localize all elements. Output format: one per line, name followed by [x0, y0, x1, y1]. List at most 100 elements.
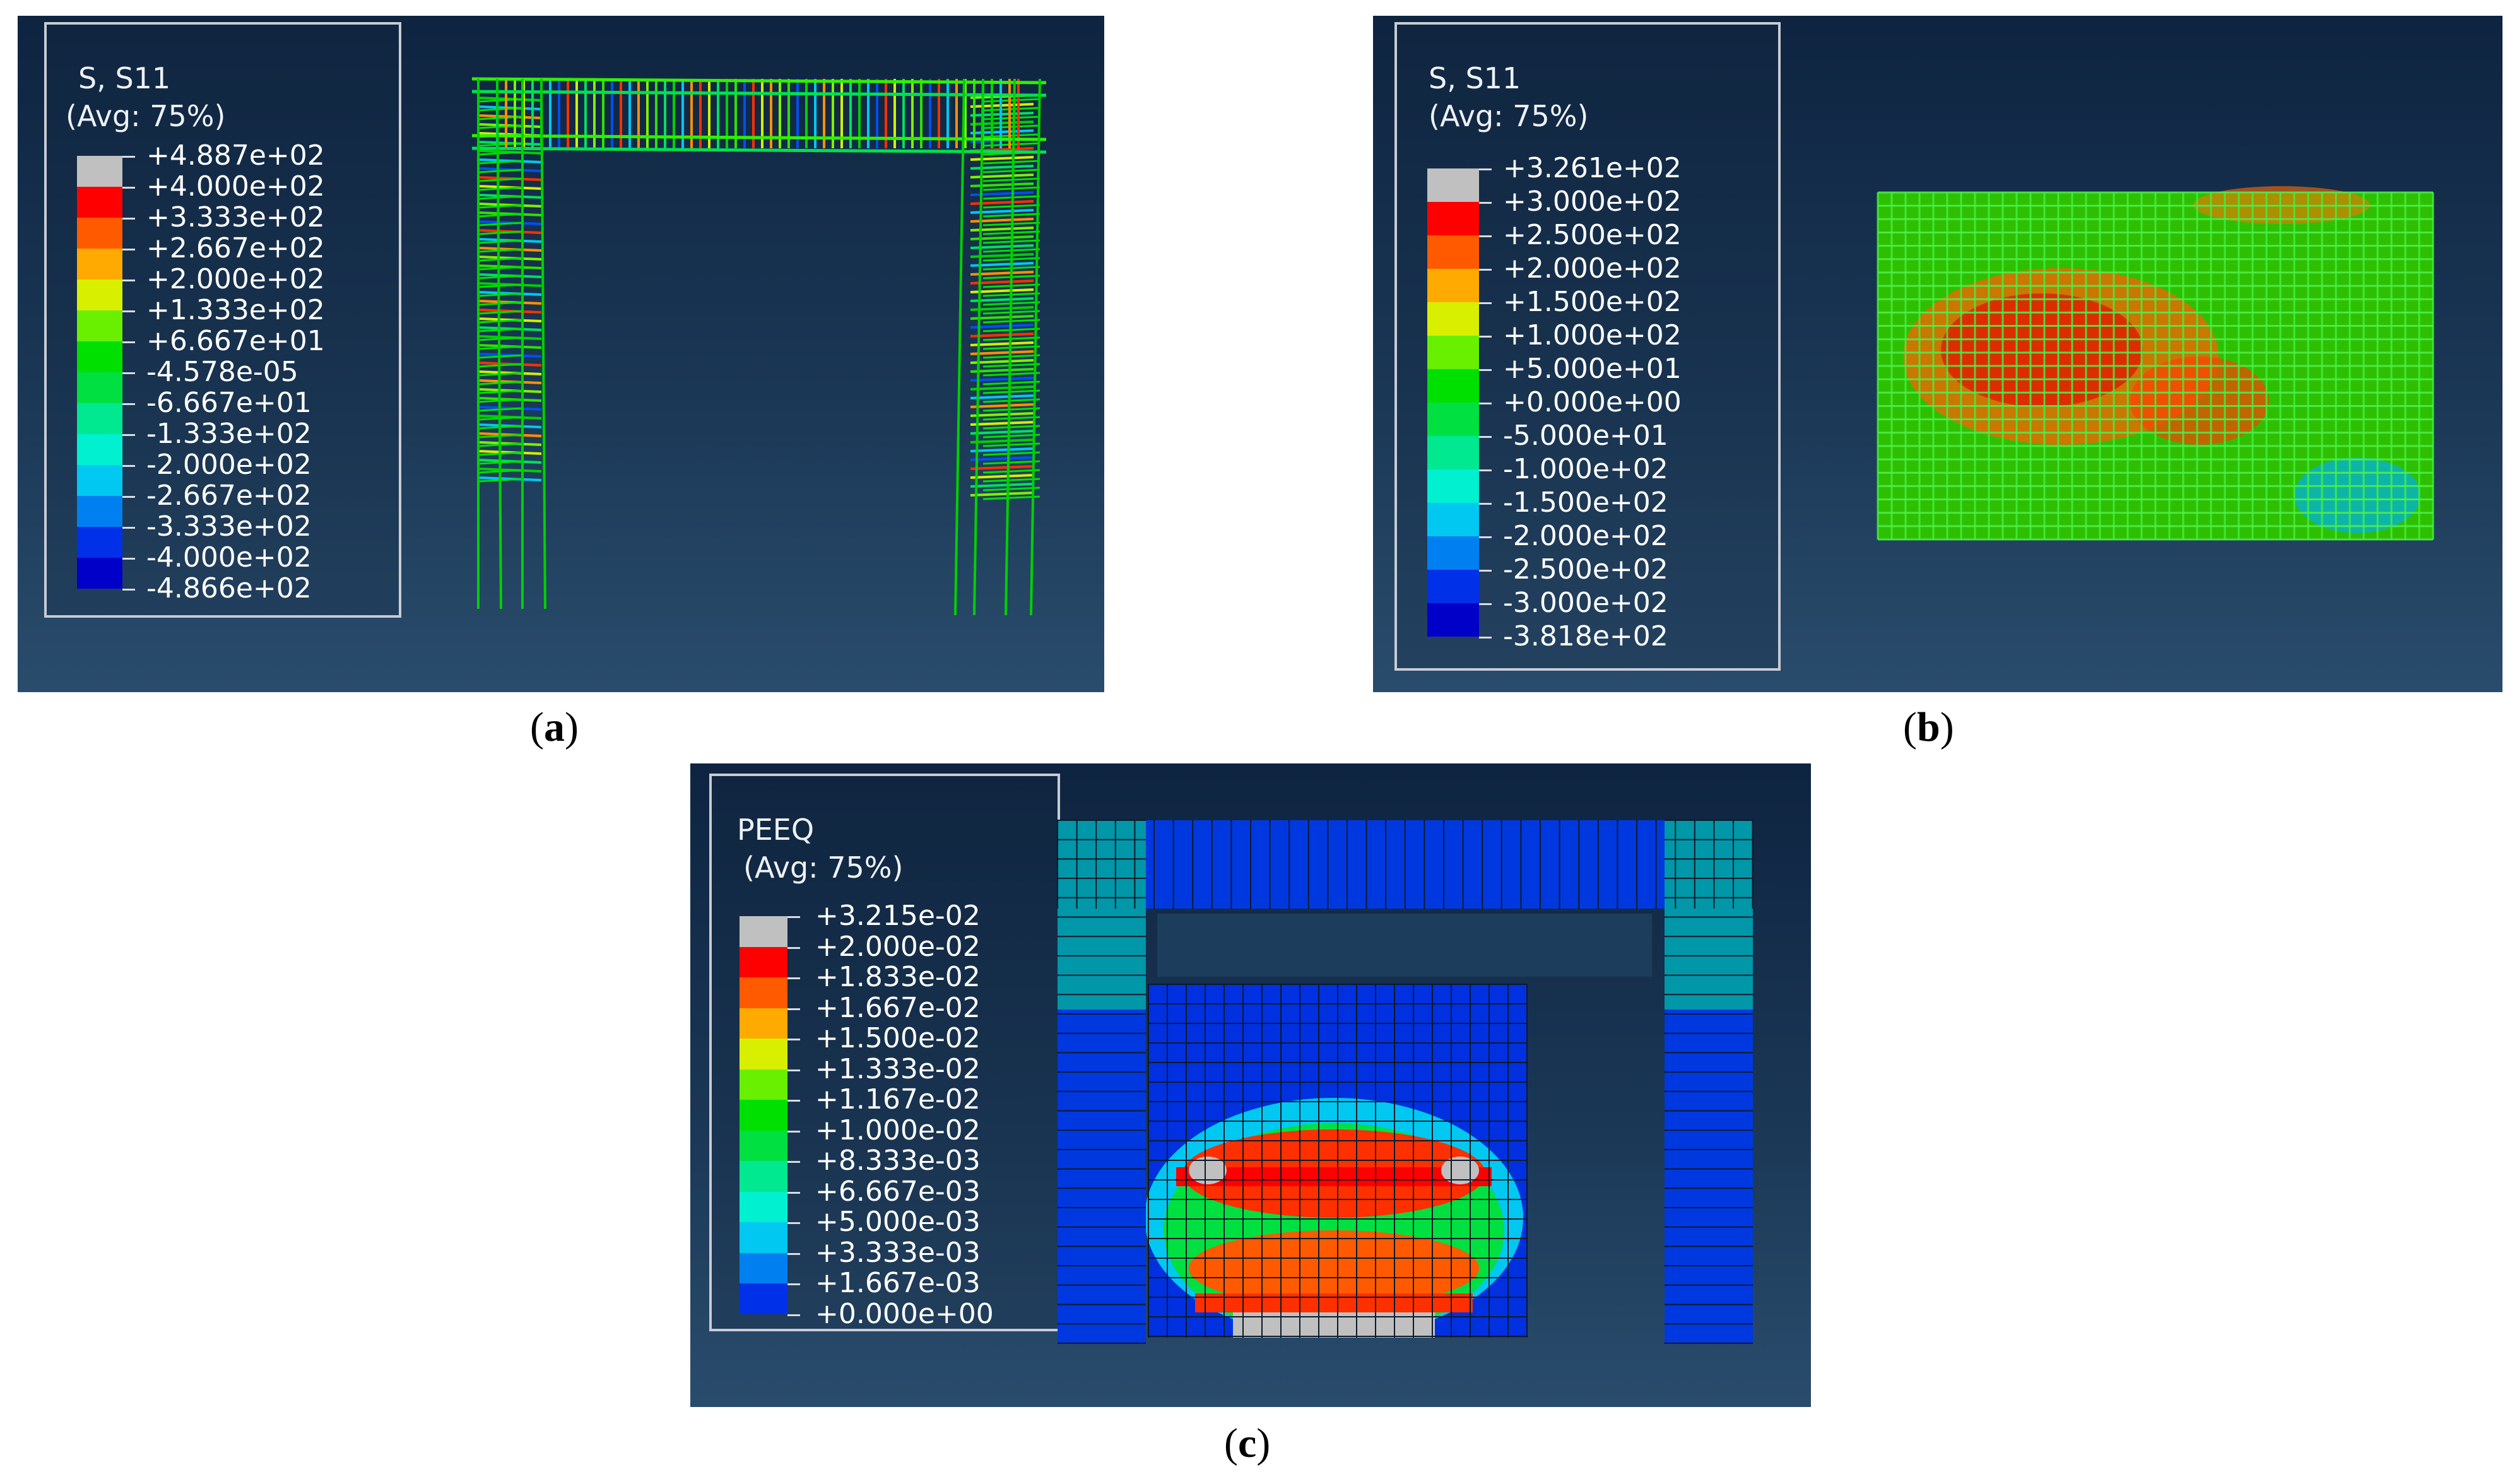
legend-c-title: PEEQ	[737, 813, 815, 847]
stirrup	[970, 156, 1034, 161]
stirrup	[982, 380, 1040, 386]
legend-label: +1.667e-02	[815, 991, 981, 1024]
legend-tick	[787, 916, 800, 918]
legend-tick	[122, 589, 135, 591]
legend-label: +3.333e-03	[815, 1236, 981, 1269]
legend-tick	[1479, 503, 1492, 505]
legend-label: -4.000e+02	[146, 541, 312, 574]
legend-c-subtitle: (Avg: 75%)	[743, 851, 904, 885]
legend-tick	[787, 1069, 800, 1071]
legend-swatch	[740, 946, 787, 977]
legend-swatch	[740, 916, 787, 947]
legend-tick	[787, 1222, 800, 1224]
legend-swatch	[740, 1069, 787, 1100]
legend-label: -3.333e+02	[146, 510, 312, 543]
legend-label: +1.500e+02	[1503, 286, 1682, 318]
legend-swatch	[77, 527, 122, 558]
stirrup	[982, 345, 1040, 350]
legend-label: -1.500e+02	[1503, 486, 1668, 519]
legend-tick	[787, 946, 800, 949]
stirrup	[982, 495, 1040, 500]
rebar	[471, 90, 1047, 97]
legend-swatch	[1427, 168, 1479, 202]
legend-tick	[1479, 269, 1492, 271]
legend-label: -4.866e+02	[146, 572, 312, 604]
legend-label: +1.000e-02	[815, 1114, 981, 1146]
stirrup	[970, 403, 1034, 408]
caption-a: (a)	[530, 704, 579, 750]
stirrup	[478, 204, 523, 209]
legend-label: +3.261e+02	[1503, 152, 1682, 184]
legend-swatch	[1427, 436, 1479, 469]
legend-tick	[122, 465, 135, 467]
legend-label: +1.667e-03	[815, 1267, 981, 1299]
legend-tick	[787, 1191, 800, 1194]
legend-swatch	[740, 1191, 787, 1222]
stirrup	[478, 301, 523, 306]
stirrup	[970, 315, 1034, 320]
legend-tick	[1479, 536, 1492, 538]
legend-swatch	[77, 465, 122, 496]
legend-tick	[122, 310, 135, 312]
stirrup	[982, 186, 1040, 191]
stirrup	[982, 478, 1040, 483]
stirrup	[970, 288, 1034, 293]
legend-swatch	[740, 1283, 787, 1314]
legend-tick	[1479, 570, 1492, 572]
legend-swatch	[77, 558, 122, 589]
legend-tick	[1479, 403, 1492, 404]
rebar-cage-model	[471, 77, 1047, 616]
legend-swatch	[77, 310, 122, 341]
rebar	[471, 134, 1047, 141]
stirrup	[478, 186, 523, 191]
legend-swatch	[77, 372, 122, 403]
wall-mesh-model	[1877, 186, 2434, 541]
legend-tick	[1479, 369, 1492, 371]
stress-blob	[2130, 356, 2269, 445]
legend-label: -6.667e+01	[146, 387, 312, 419]
stirrup	[982, 416, 1040, 421]
stirrup	[970, 359, 1034, 364]
stirrup	[478, 177, 523, 182]
column-hinge	[1665, 820, 1753, 1010]
legend-label: +2.500e+02	[1503, 219, 1682, 251]
legend-c: PEEQ (Avg: 75%) +3.215e-02 +2.000e-02 +1.8…	[709, 774, 1060, 1331]
stirrup	[478, 160, 523, 165]
stirrup	[970, 421, 1034, 426]
stirrup	[970, 306, 1034, 311]
legend-tick	[1479, 168, 1492, 170]
stirrup	[478, 195, 523, 200]
legend-swatch	[1427, 469, 1479, 503]
legend-label: +8.333e-03	[815, 1145, 981, 1177]
stirrup	[478, 310, 523, 315]
legend-label: +0.000e+00	[815, 1297, 994, 1330]
stirrup	[478, 239, 523, 244]
peeq-band	[1195, 1293, 1473, 1312]
legend-label: -1.000e+02	[1503, 453, 1668, 485]
legend-label: +3.000e+02	[1503, 186, 1682, 218]
legend-label: -1.333e+02	[146, 418, 312, 450]
legend-label: +1.000e+02	[1503, 319, 1682, 351]
legend-label: +1.833e-02	[815, 961, 981, 993]
stirrup	[478, 292, 523, 297]
stirrup	[478, 319, 523, 324]
legend-label: +2.667e+02	[146, 232, 325, 264]
legend-label: +2.000e-02	[815, 930, 981, 963]
stirrup	[982, 469, 1040, 474]
frame-infill-model	[1057, 820, 1754, 1344]
rebar-cage	[471, 77, 1047, 616]
legend-tick	[122, 341, 135, 343]
legend-tick	[122, 558, 135, 560]
peeq-peak	[1189, 1157, 1227, 1184]
legend-tick	[1479, 436, 1492, 438]
legend-swatch	[1427, 302, 1479, 336]
stirrup	[982, 160, 1040, 165]
legend-label: -3.000e+02	[1503, 587, 1668, 619]
legend-label: +2.000e+02	[1503, 252, 1682, 285]
stirrup	[970, 297, 1034, 302]
stirrup	[478, 230, 523, 235]
stirrup	[970, 474, 1034, 479]
legend-tick	[122, 218, 135, 220]
legend-swatch	[1427, 503, 1479, 536]
legend-tick	[122, 434, 135, 436]
